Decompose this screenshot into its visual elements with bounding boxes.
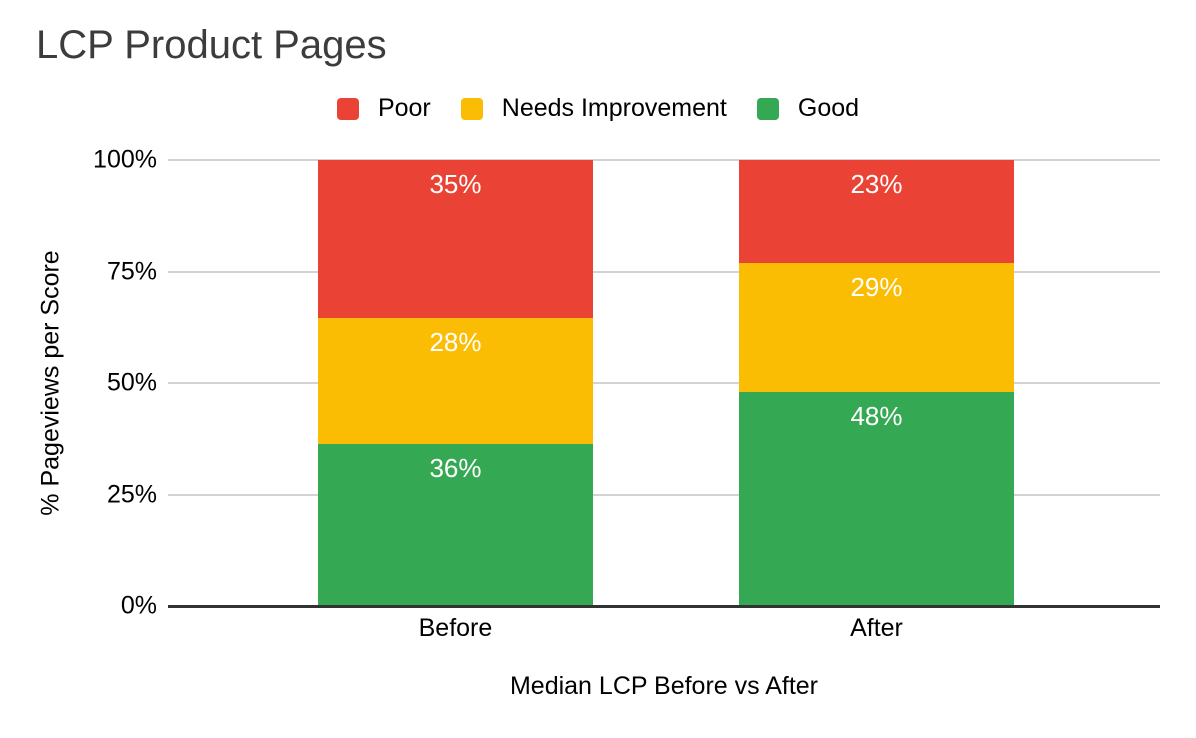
y-axis-title: % Pageviews per Score bbox=[36, 250, 65, 516]
x-category-label-before: Before bbox=[418, 614, 493, 642]
y-tick-label: 100% bbox=[93, 145, 157, 174]
chart-title: LCP Product Pages bbox=[36, 23, 387, 67]
legend-label: Good bbox=[797, 94, 860, 122]
y-tick-label: 25% bbox=[106, 480, 157, 508]
data-label: 48% bbox=[850, 400, 903, 431]
legend-label: Poor bbox=[377, 94, 431, 122]
x-axis-title: Median LCP Before vs After bbox=[509, 672, 819, 700]
legend-item-needs-improvement: Needs Improvement bbox=[460, 94, 727, 123]
data-label: 35% bbox=[429, 169, 482, 200]
gridline-100 bbox=[168, 159, 1160, 161]
legend-swatch-icon bbox=[756, 97, 779, 120]
x-category-label-after: After bbox=[850, 614, 903, 642]
legend-swatch-icon bbox=[336, 97, 359, 120]
y-tick-label: 50% bbox=[106, 368, 157, 397]
bar-segment-before-poor: 35% bbox=[317, 160, 593, 318]
bar-segment-after-needs-improvement: 29% bbox=[738, 262, 1014, 392]
data-label: 23% bbox=[850, 169, 903, 200]
legend-swatch-icon bbox=[460, 97, 483, 120]
data-label: 36% bbox=[429, 452, 482, 483]
legend: Poor Needs Improvement Good bbox=[0, 94, 1196, 123]
plot-area: 0% 25% 50% 75% 100% 36% 28% 35% 48% 29% 23% bbox=[93, 146, 1160, 620]
y-tick-label: 0% bbox=[120, 591, 157, 620]
bar-before: 36% 28% 35% bbox=[317, 160, 593, 606]
legend-item-good: Good bbox=[756, 94, 860, 123]
bar-segment-after-poor: 23% bbox=[738, 160, 1014, 263]
x-axis-baseline bbox=[168, 605, 1160, 608]
gridline-50 bbox=[168, 382, 1160, 384]
bar-segment-after-good: 48% bbox=[738, 391, 1014, 606]
data-label: 29% bbox=[850, 271, 903, 302]
data-label: 28% bbox=[429, 326, 482, 357]
bar-segment-before-good: 36% bbox=[317, 443, 593, 606]
legend-label: Needs Improvement bbox=[501, 94, 727, 122]
gridline-25 bbox=[168, 493, 1160, 496]
y-tick-label: 75% bbox=[106, 257, 157, 285]
legend-item-poor: Poor bbox=[336, 94, 431, 123]
bar-segment-before-needs-improvement: 28% bbox=[317, 317, 593, 444]
gridline-75 bbox=[168, 270, 1160, 273]
bar-after: 48% 29% 23% bbox=[738, 160, 1014, 606]
